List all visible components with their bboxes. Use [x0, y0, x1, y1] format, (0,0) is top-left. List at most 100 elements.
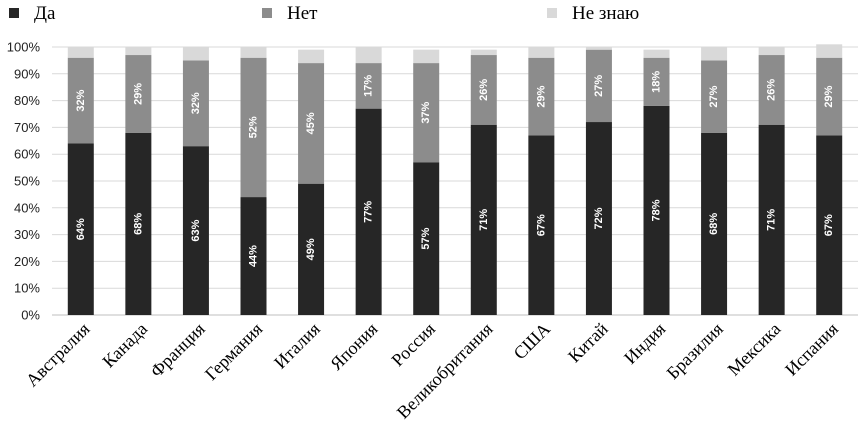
bar-segment-no: [182, 60, 209, 147]
data-label: 27%: [708, 85, 720, 107]
y-tick-label: 70%: [14, 120, 40, 135]
data-label: 63%: [190, 219, 202, 241]
bar-segment-no: [701, 60, 728, 133]
bar-segment-dont-know: [125, 47, 152, 56]
bar-segment-dont-know: [528, 47, 555, 58]
data-label: 29%: [823, 85, 835, 107]
bar-segment-yes: [182, 146, 209, 315]
data-label: 29%: [535, 85, 547, 107]
data-label: 37%: [420, 101, 432, 123]
gridlines: [52, 46, 858, 316]
y-axis-labels: 0% 10% 20% 30% 40% 50% 60% 70% 80% 90% 100%: [7, 40, 41, 323]
bar-segment-yes: [240, 197, 267, 315]
bar-segment-dont-know: [643, 49, 670, 58]
bar-segment-no: [298, 63, 325, 184]
x-tick-label: США: [510, 319, 555, 364]
y-tick-label: 100%: [7, 40, 41, 55]
bar-segment-yes: [643, 105, 670, 316]
y-tick-label: 80%: [14, 93, 40, 108]
bar-segment-yes: [67, 143, 94, 315]
data-label: 26%: [478, 79, 490, 101]
bar-segment-yes: [758, 124, 785, 315]
legend-label: Да: [34, 3, 56, 24]
bar-segment-yes: [701, 132, 728, 315]
legend-label: Не знаю: [572, 3, 639, 24]
x-tick-label: Австралия: [22, 319, 94, 391]
bar-segment-yes: [298, 183, 325, 315]
bar-segment-dont-know: [355, 47, 382, 64]
bar-segment-no: [413, 63, 440, 163]
bar-segment-no: [585, 49, 612, 123]
x-tick-label: Япония: [326, 319, 381, 374]
x-tick-label: Германия: [201, 319, 266, 384]
bar-segment-no: [125, 55, 152, 133]
y-tick-label: 40%: [14, 200, 40, 215]
bar-segment-yes: [528, 135, 555, 315]
bar-segment-dont-know: [298, 49, 325, 64]
bar-segment-dont-know: [701, 47, 728, 61]
data-label: 57%: [420, 227, 432, 249]
data-label: 68%: [708, 213, 720, 235]
x-tick-label: Канада: [98, 319, 151, 372]
bar-segment-yes: [816, 135, 843, 315]
bar-segment-yes: [355, 108, 382, 315]
x-tick-label: Россия: [387, 319, 439, 371]
bar-segment-dont-know: [758, 47, 785, 56]
bar-segment-dont-know: [470, 49, 497, 56]
data-label: 67%: [535, 214, 547, 236]
data-label: 29%: [132, 83, 144, 105]
data-label: 78%: [651, 199, 663, 221]
bar-segment-dont-know: [182, 47, 209, 61]
y-tick-label: 10%: [14, 281, 40, 296]
data-label: 68%: [132, 213, 144, 235]
bars: 64% 32% 68% 29% 63% 32% 44% 52% 49% 45% 77% 17% 57% 3…: [67, 44, 843, 316]
legend-swatch: [547, 8, 557, 18]
data-label: 32%: [190, 92, 202, 114]
data-label: 27%: [593, 75, 605, 97]
y-tick-label: 90%: [14, 66, 40, 81]
bar-segment-no: [355, 63, 382, 109]
bar-segment-dont-know: [585, 47, 612, 50]
data-label: 45%: [305, 112, 317, 134]
bar-segment-no: [67, 57, 94, 144]
x-tick-label: Мексика: [724, 319, 785, 380]
data-label: 71%: [766, 209, 778, 231]
bar-segment-dont-know: [816, 44, 843, 58]
y-tick-label: 60%: [14, 147, 40, 162]
bar-segment-no: [643, 57, 670, 106]
legend-swatch: [9, 8, 19, 18]
x-tick-label: Бразилия: [663, 319, 727, 383]
x-tick-label: Китай: [564, 318, 612, 366]
legend: Да Нет Не знаю: [9, 3, 639, 24]
x-tick-label: Испания: [781, 319, 842, 380]
bar-segment-no: [528, 57, 555, 136]
x-tick-label: Франция: [146, 319, 209, 382]
data-label: 32%: [75, 89, 87, 111]
bar-segment-dont-know: [240, 47, 267, 58]
bar-segment-dont-know: [67, 47, 94, 58]
bar-segment-no: [470, 55, 497, 125]
data-label: 67%: [823, 214, 835, 236]
legend-label: Нет: [287, 3, 318, 24]
data-label: 52%: [248, 116, 260, 138]
data-label: 71%: [478, 209, 490, 231]
data-label: 26%: [766, 79, 778, 101]
y-tick-label: 30%: [14, 227, 40, 242]
bar-segment-no: [240, 57, 267, 198]
y-tick-label: 0%: [21, 308, 40, 323]
data-label: 18%: [651, 71, 663, 93]
data-label: 44%: [248, 245, 260, 267]
x-tick-label: Индия: [620, 319, 669, 368]
y-tick-label: 20%: [14, 254, 40, 269]
x-tick-label: Италия: [270, 319, 324, 373]
bar-segment-yes: [413, 162, 440, 315]
data-label: 49%: [305, 238, 317, 260]
legend-swatch: [262, 8, 272, 18]
bar-segment-yes: [470, 124, 497, 315]
bar-segment-dont-know: [413, 49, 440, 64]
data-label: 72%: [593, 207, 605, 229]
bar-segment-yes: [585, 122, 612, 315]
bar-segment-no: [758, 55, 785, 125]
